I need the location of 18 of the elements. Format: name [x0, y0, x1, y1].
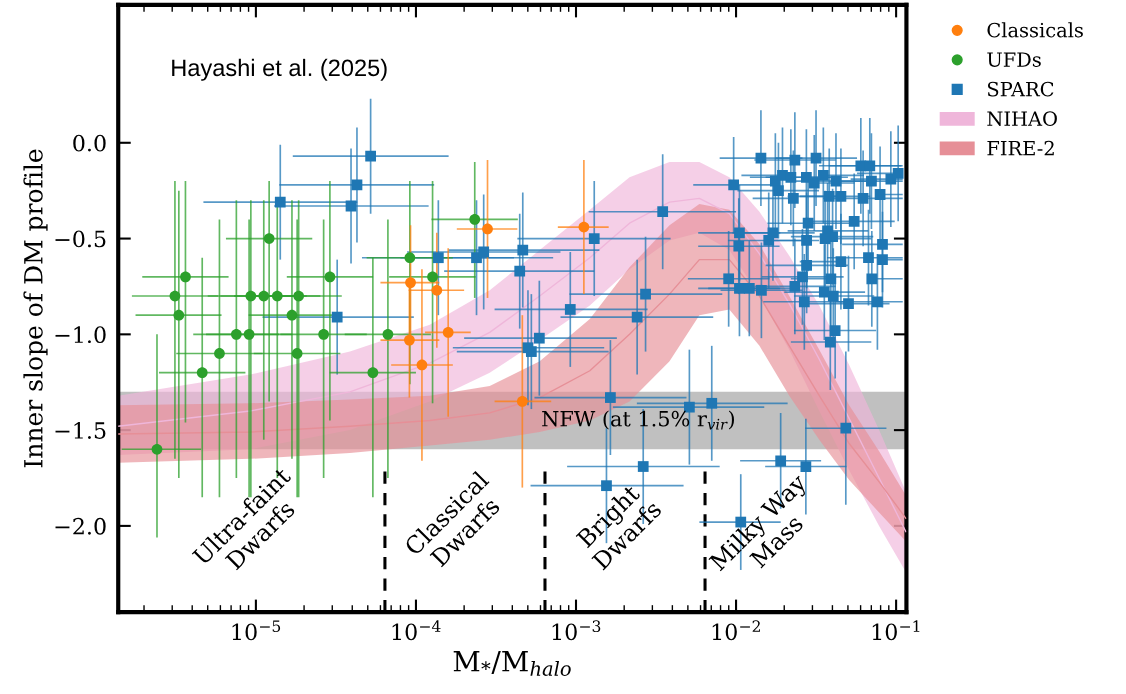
- y-axis-title: Inner slope of DM profile: [23, 149, 48, 468]
- legend-label: UFDs: [987, 52, 1041, 67]
- x-tick-label: 10$^{−5}$: [232, 620, 281, 641]
- y-tick-label: −0.5: [55, 230, 106, 248]
- x-tick-label: 10$^{−3}$: [552, 620, 601, 641]
- x-tick-label: 10$^{−1}$: [872, 620, 920, 641]
- y-tick-label: −1.5: [55, 422, 106, 439]
- legend-label: NIHAO: [987, 111, 1057, 126]
- y-tick-label: −2.0: [55, 517, 106, 535]
- y-tick-label: 0.0: [73, 134, 106, 152]
- legend-label: SPARC: [988, 81, 1054, 97]
- x-tick-label: 10$^{−2}$: [712, 620, 760, 641]
- y-tick-label: −1.0: [55, 326, 106, 344]
- legend-label: Classicals: [987, 22, 1083, 38]
- legend-label: FIRE-2: [987, 140, 1054, 156]
- x-axis-title: M$_{*}$/M$_{halo}$: [453, 651, 571, 676]
- x-tick-label: 10$^{−4}$: [392, 620, 441, 641]
- annotation: Hayashi et al. (2025): [172, 58, 387, 81]
